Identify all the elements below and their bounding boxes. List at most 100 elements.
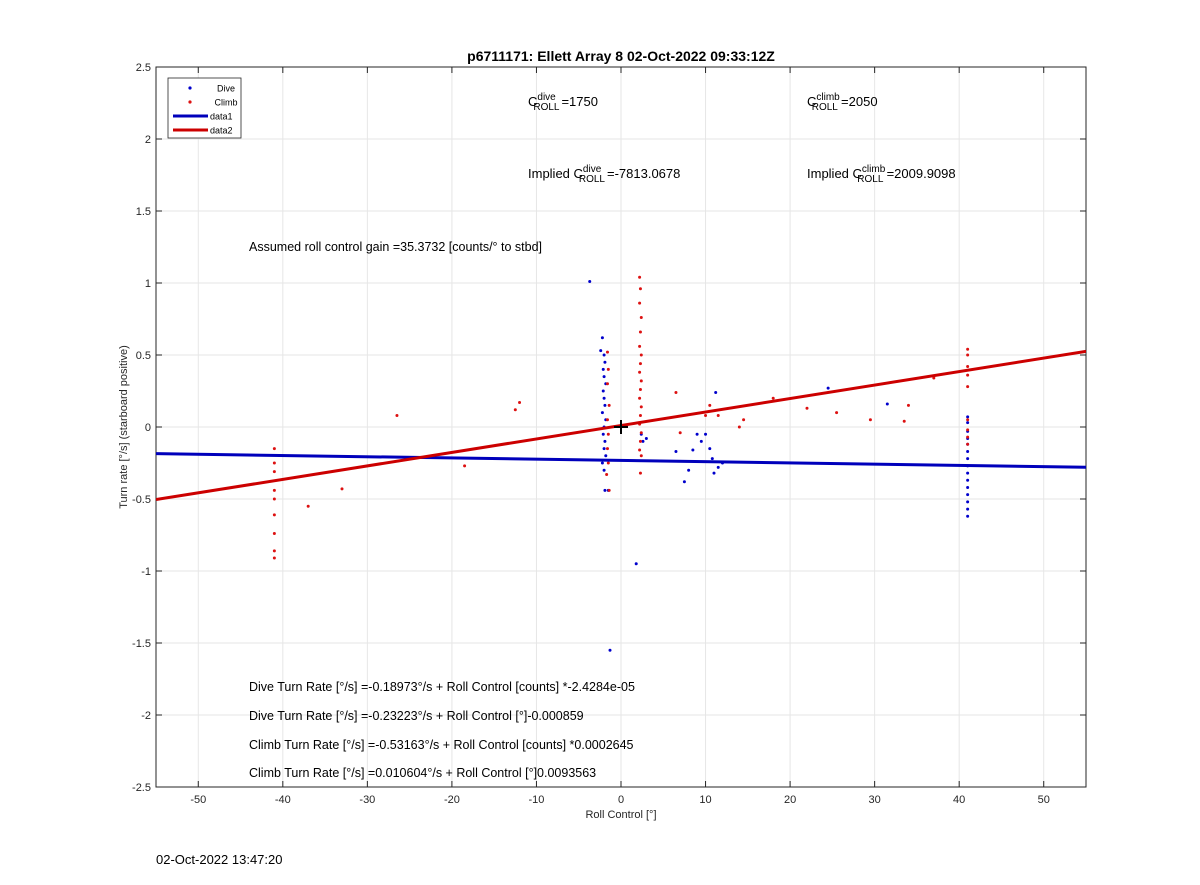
- climb-point: [742, 418, 746, 422]
- series-climb: [272, 275, 970, 560]
- dive-point: [966, 449, 970, 453]
- dive-point: [602, 447, 606, 451]
- y-tick-label: 2: [145, 134, 151, 146]
- dive-point: [602, 468, 606, 472]
- dive-point: [603, 360, 607, 364]
- climb-point: [638, 301, 642, 305]
- climb-point: [639, 405, 643, 409]
- dive-point: [600, 336, 604, 340]
- climb-point: [678, 431, 682, 435]
- climb-point: [607, 488, 611, 492]
- climb-point: [966, 353, 970, 357]
- annotation-param: Cdive ROLL =1750: [528, 92, 598, 113]
- climb-point: [737, 425, 741, 429]
- climb-point: [966, 435, 970, 439]
- dive-point: [588, 280, 592, 284]
- dive-point: [691, 448, 695, 452]
- dive-point: [885, 402, 889, 406]
- legend-label: data2: [210, 126, 233, 136]
- legend: Dive Climb data1 data2: [167, 77, 242, 139]
- climb-point: [708, 403, 712, 407]
- climb-point: [272, 461, 276, 465]
- annotation-text: Dive Turn Rate [°/s] =-0.23223°/s + Roll…: [249, 709, 584, 723]
- climb-point: [605, 473, 609, 477]
- dive-point: [966, 415, 970, 419]
- x-tick-label: 10: [699, 794, 711, 806]
- dive-point: [603, 403, 607, 407]
- climb-point: [638, 396, 642, 400]
- climb-point: [638, 439, 642, 443]
- dive-point: [699, 439, 703, 443]
- climb-point: [902, 419, 906, 423]
- climb-point: [638, 471, 642, 475]
- dive-point: [695, 432, 699, 436]
- centroid-marker: [614, 420, 628, 434]
- dive-point: [966, 493, 970, 497]
- climb-point: [513, 408, 517, 412]
- climb-point: [932, 376, 936, 380]
- climb-point: [966, 442, 970, 446]
- x-tick-label: 40: [953, 794, 965, 806]
- dive-point: [966, 500, 970, 504]
- x-tick-label: -10: [529, 794, 545, 806]
- y-tick-label: 1.5: [136, 206, 151, 218]
- dive-point: [704, 432, 708, 436]
- dive-point: [710, 457, 714, 461]
- dive-point: [603, 439, 607, 443]
- dive-point: [682, 480, 686, 484]
- climb-point: [805, 406, 809, 410]
- dive-point: [601, 367, 605, 371]
- dive-point: [641, 439, 645, 443]
- annotation-text: Assumed roll control gain =35.3732 [coun…: [249, 240, 542, 254]
- climb-point: [638, 388, 642, 392]
- climb-point: [966, 373, 970, 377]
- dive-point: [966, 421, 970, 425]
- dive-point: [602, 375, 606, 379]
- x-axis-label: Roll Control [°]: [585, 809, 656, 821]
- climb-point: [272, 549, 276, 553]
- climb-point: [607, 403, 611, 407]
- y-tick-label: -0.5: [132, 494, 151, 506]
- annotation-text: Dive Turn Rate [°/s] =-0.18973°/s + Roll…: [249, 680, 635, 694]
- climb-point: [606, 432, 610, 436]
- annotation-param: Implied Cclimb ROLL =2009.9098: [807, 164, 956, 185]
- annotation-text: Climb Turn Rate [°/s] =0.010604°/s + Rol…: [249, 766, 596, 780]
- climb-point: [638, 287, 642, 291]
- legend-marker: [188, 100, 192, 104]
- climb-point: [966, 365, 970, 369]
- climb-point: [966, 347, 970, 351]
- climb-point: [463, 464, 467, 468]
- climb-point: [638, 362, 642, 366]
- x-tick-label: -20: [444, 794, 460, 806]
- climb-point: [704, 413, 708, 417]
- dive-point: [600, 461, 604, 465]
- dive-point: [604, 454, 608, 458]
- climb-point: [606, 367, 610, 371]
- legend-box: [167, 77, 242, 139]
- dive-point: [601, 432, 605, 436]
- dive-point: [634, 562, 638, 566]
- legend-marker: [188, 86, 192, 90]
- legend-label: Dive: [217, 84, 235, 94]
- x-tick-label: 30: [869, 794, 881, 806]
- climb-point: [639, 316, 643, 320]
- climb-point: [639, 379, 643, 383]
- climb-point: [272, 513, 276, 517]
- y-tick-label: 0.5: [136, 350, 151, 362]
- climb-point: [638, 344, 642, 348]
- climb-point: [272, 447, 276, 451]
- y-axis-label: Turn rate [°/s] (starboard positive): [118, 345, 130, 509]
- dive-point: [599, 349, 603, 353]
- y-tick-label: 0: [145, 422, 151, 434]
- climb-point: [306, 504, 310, 508]
- climb-point: [605, 418, 609, 422]
- x-tick-label: 20: [784, 794, 796, 806]
- dive-point: [966, 478, 970, 482]
- climb-point: [771, 396, 775, 400]
- x-tick-label: -30: [359, 794, 375, 806]
- x-tick-label: 50: [1038, 794, 1050, 806]
- dive-point: [708, 447, 712, 451]
- climb-point: [272, 470, 276, 474]
- legend-label: data1: [210, 112, 233, 122]
- x-tick-label: -40: [275, 794, 291, 806]
